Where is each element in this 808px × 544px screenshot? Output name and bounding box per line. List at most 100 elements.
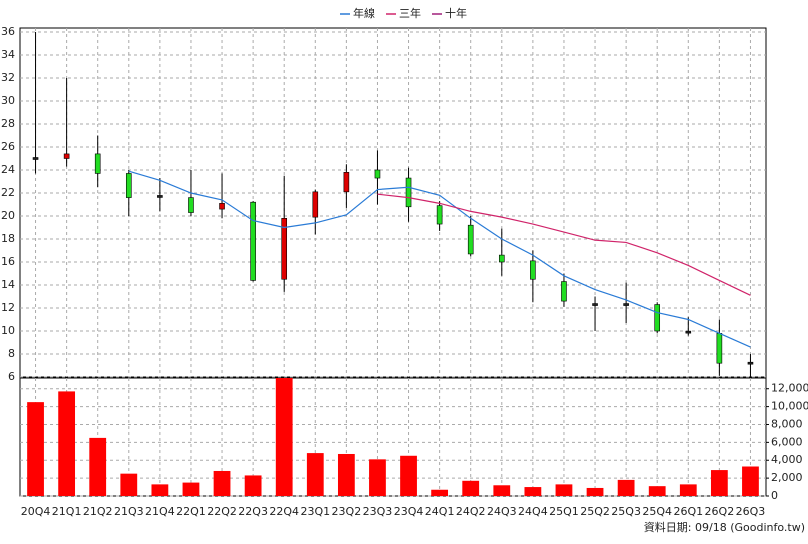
y-tick-label: 36 [1, 25, 15, 38]
line [377, 193, 751, 296]
volume-bar [151, 484, 169, 496]
volume-bar [306, 453, 324, 496]
x-tick-label: 21Q1 [52, 505, 82, 518]
x-tick-label: 26Q3 [736, 505, 766, 518]
volume-bar [369, 459, 386, 496]
volume-bar [400, 455, 417, 496]
x-tick-label: 22Q1 [176, 505, 206, 518]
legend-label: 十年 [445, 6, 467, 20]
volume-bar [524, 487, 542, 496]
volume-bar [27, 402, 44, 496]
x-tick-label: 20Q4 [21, 505, 51, 518]
y2-tick-label: 10,000 [771, 400, 808, 413]
x-tick-label: 23Q3 [363, 505, 393, 518]
volume-bar [337, 453, 355, 496]
candle-body [374, 169, 381, 179]
x-tick-label: 23Q1 [300, 505, 330, 518]
candle-body [343, 172, 350, 193]
x-tick-label: 26Q2 [705, 505, 735, 518]
x-tick-label: 24Q3 [487, 505, 517, 518]
x-tick-label: 23Q2 [332, 505, 362, 518]
legend-label: 年線 [353, 6, 375, 20]
y-tick-label: 34 [1, 48, 15, 61]
candle-body [157, 195, 163, 198]
candle-body [685, 330, 692, 334]
legend-label: 三年 [399, 6, 421, 20]
candle-body [592, 303, 598, 306]
candle-body [94, 153, 101, 174]
y2-tick-label: 6,000 [771, 435, 803, 448]
volume-bar [182, 482, 200, 496]
y-tick-label: 26 [1, 140, 15, 153]
x-tick-label: 21Q4 [145, 505, 175, 518]
candle-body [654, 304, 661, 332]
y-tick-label: 18 [1, 232, 15, 245]
y-tick-label: 30 [1, 94, 15, 107]
price-panel [19, 27, 767, 378]
y2-tick-label: 8,000 [771, 417, 803, 430]
volume-bar [244, 475, 262, 496]
candle-body [623, 303, 629, 306]
volume-bar [648, 486, 666, 496]
y2-tick-label: 12,000 [771, 382, 808, 395]
y2-tick-label: 2,000 [771, 471, 803, 484]
candle-body [561, 281, 567, 302]
x-tick-label: 21Q3 [114, 505, 144, 518]
y-tick-label: 28 [1, 117, 15, 130]
x-tick-label: 21Q2 [83, 505, 113, 518]
volume-bar [617, 479, 635, 496]
x-tick-label: 24Q2 [456, 505, 486, 518]
candle-body [125, 173, 132, 198]
y-tick-label: 6 [8, 370, 15, 383]
y-tick-label: 20 [1, 209, 15, 222]
x-tick-label: 25Q3 [611, 505, 641, 518]
candle-body [716, 332, 723, 364]
y-tick-label: 12 [1, 301, 15, 314]
x-tick-label: 22Q3 [238, 505, 268, 518]
y-tick-label: 22 [1, 186, 15, 199]
y2-tick-label: 0 [771, 489, 778, 502]
x-tick-label: 23Q4 [394, 505, 424, 518]
volume-bar [679, 484, 697, 496]
x-tick-label: 22Q2 [207, 505, 237, 518]
candle-body [405, 177, 412, 208]
x-tick-label: 25Q1 [549, 505, 579, 518]
candle-body [436, 205, 443, 225]
volume-bar [120, 473, 138, 496]
volume-bar [742, 466, 759, 496]
y-tick-label: 14 [1, 278, 15, 291]
volume-bar [431, 489, 449, 496]
volume-bar [89, 437, 107, 496]
volume-bar [586, 487, 604, 496]
candle-body [63, 153, 70, 159]
x-tick-label: 25Q4 [642, 505, 672, 518]
y-tick-label: 8 [8, 347, 15, 360]
candle-body [747, 361, 754, 365]
volume-bar [213, 470, 231, 496]
y-tick-label: 16 [1, 255, 15, 268]
volume-panel [19, 377, 767, 497]
volume-bar [493, 485, 511, 496]
candle-body [188, 197, 194, 213]
footer: 資料日期: 09/18 (Goodinfo.tw) [644, 520, 805, 534]
x-tick-label: 26Q1 [673, 505, 703, 518]
volume-bar [275, 378, 293, 496]
volume-bar [462, 480, 480, 496]
candle-body [530, 260, 536, 280]
x-tick-label: 24Q1 [425, 505, 455, 518]
candle-body [467, 224, 474, 255]
candle-body [32, 157, 39, 160]
candle-body [219, 203, 225, 210]
volume-bar [710, 470, 728, 496]
x-tick-label: 24Q4 [518, 505, 548, 518]
y-tick-label: 24 [1, 163, 15, 176]
volume-bar [555, 484, 573, 496]
candle-body [250, 201, 256, 281]
y2-tick-label: 4,000 [771, 453, 803, 466]
x-tick-label: 25Q2 [580, 505, 610, 518]
volume-bar [58, 391, 76, 496]
candle-body [281, 218, 288, 280]
candle-body [312, 191, 319, 218]
x-tick-label: 22Q4 [269, 505, 299, 518]
